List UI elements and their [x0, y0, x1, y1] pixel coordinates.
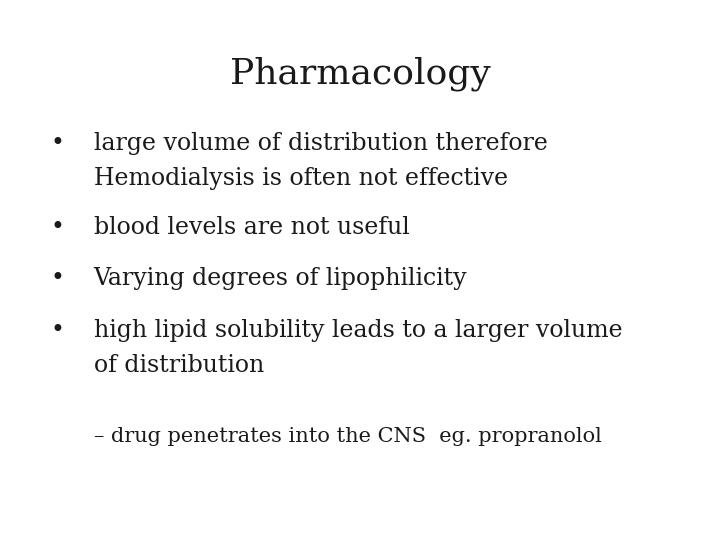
Text: high lipid solubility leads to a larger volume: high lipid solubility leads to a larger …	[94, 319, 622, 342]
Text: large volume of distribution therefore: large volume of distribution therefore	[94, 132, 547, 156]
Text: of distribution: of distribution	[94, 354, 264, 377]
Text: blood levels are not useful: blood levels are not useful	[94, 216, 410, 239]
Text: Varying degrees of lipophilicity: Varying degrees of lipophilicity	[94, 267, 467, 291]
Text: Pharmacology: Pharmacology	[230, 57, 490, 91]
Text: •: •	[50, 267, 64, 291]
Text: •: •	[50, 132, 64, 156]
Text: •: •	[50, 216, 64, 239]
Text: •: •	[50, 319, 64, 342]
Text: Hemodialysis is often not effective: Hemodialysis is often not effective	[94, 167, 508, 191]
Text: – drug penetrates into the CNS  eg. propranolol: – drug penetrates into the CNS eg. propr…	[94, 427, 601, 446]
